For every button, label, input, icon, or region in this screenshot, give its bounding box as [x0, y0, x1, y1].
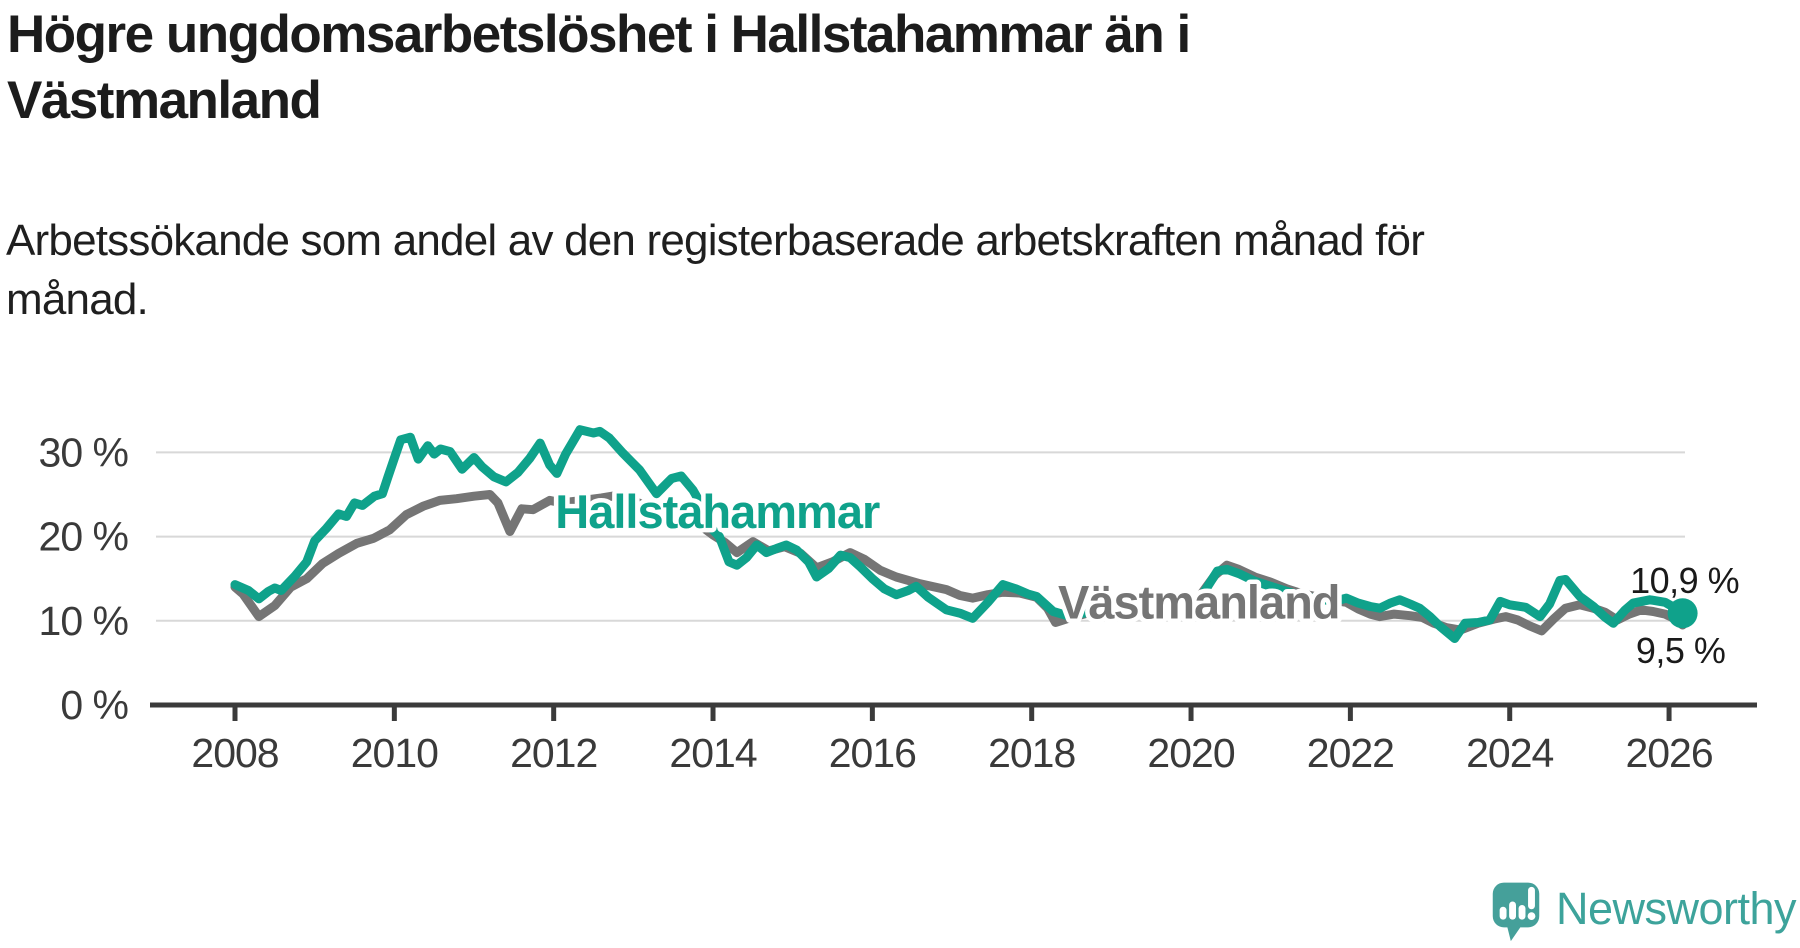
end-value-label-västmanland: 9,5 % — [1636, 630, 1726, 671]
x-tick-label: 2008 — [191, 730, 278, 776]
series-line-hallstahammar — [230, 425, 1688, 643]
y-tick-label: 20 % — [39, 514, 128, 560]
newsworthy-logo-icon — [1492, 882, 1540, 942]
newsworthy-logo: Newsworthy — [1490, 880, 1797, 942]
chart-title: Högre ungdomsarbetslöshet i Hallstahamma… — [7, 5, 1191, 130]
chart-subtitle: Arbetssökande som andel av den registerb… — [6, 216, 1425, 324]
y-tick-label: 30 % — [39, 429, 128, 475]
x-tick-label: 2012 — [510, 730, 597, 776]
logo-bar-medium — [1509, 901, 1516, 920]
x-axis — [150, 702, 1757, 721]
logo-exclamation-dot — [1527, 912, 1536, 921]
series-end-dot — [1667, 598, 1698, 629]
logo-bar-large — [1518, 904, 1526, 920]
y-axis-labels: 0 % 10 % 20 % 30 % — [39, 429, 129, 728]
x-tick-label: 2018 — [988, 730, 1075, 776]
x-tick-label: 2014 — [669, 730, 756, 776]
line-chart: 0 % 10 % 20 % 30 % 2008 2010 2012 2014 2016 2018… — [39, 425, 1757, 776]
end-value-annotations: 9,5 % 10,9 % — [1630, 560, 1740, 671]
series-label-västmanland: Västmanland — [1058, 575, 1340, 628]
logo-exclamation-stem — [1528, 886, 1535, 910]
newsworthy-logo-text: Newsworthy — [1556, 883, 1797, 934]
x-tick-label: 2016 — [829, 730, 916, 776]
x-tick-label: 2020 — [1147, 730, 1234, 776]
x-axis-labels: 2008 2010 2012 2014 2016 2018 2020 2022 2024 2026 — [191, 730, 1713, 776]
series-label-hallstahammar: Hallstahammar — [555, 485, 880, 538]
x-tick-label: 2022 — [1307, 730, 1394, 776]
end-value-label-hallstahammar: 10,9 % — [1630, 560, 1739, 601]
series-labels: Västmanland Hallstahammar — [551, 481, 1345, 633]
x-tick-label: 2010 — [351, 730, 438, 776]
x-tick-label: 2024 — [1466, 730, 1553, 776]
y-tick-label: 10 % — [39, 598, 128, 644]
series-lines — [230, 425, 1688, 643]
y-tick-label: 0 % — [60, 682, 128, 728]
logo-bar-small — [1499, 906, 1507, 920]
x-tick-label: 2026 — [1625, 730, 1712, 776]
